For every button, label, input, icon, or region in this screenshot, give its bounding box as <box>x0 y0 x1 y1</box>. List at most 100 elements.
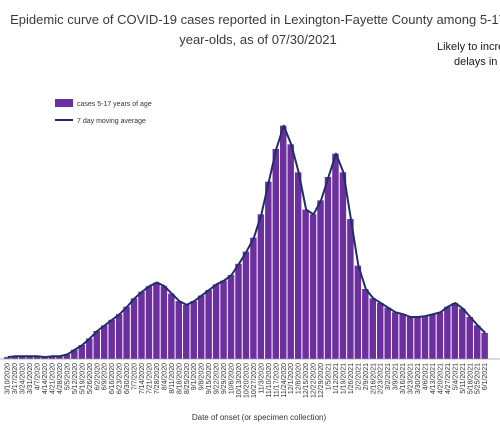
x-tick-label: 9/22/2020 <box>214 363 221 394</box>
x-tick-label: 3/31/2020 <box>27 363 34 394</box>
x-tick-label: 8/18/2020 <box>176 363 183 394</box>
x-tick-label: 2/23/2021 <box>378 363 385 394</box>
case-bar <box>138 291 145 359</box>
case-bar <box>481 332 488 359</box>
case-bars <box>4 125 488 359</box>
case-bar <box>272 149 280 359</box>
x-tick-label: 3/17/2020 <box>12 363 19 394</box>
case-bar <box>11 356 18 359</box>
x-tick-label: 2/2/2021 <box>355 363 362 390</box>
case-bar <box>235 263 242 359</box>
case-bar <box>205 289 212 359</box>
case-bar <box>377 303 384 359</box>
x-tick-label: 9/8/2020 <box>199 363 206 390</box>
case-bar <box>302 209 309 359</box>
case-bar <box>86 338 93 359</box>
x-tick-label: 10/20/2020 <box>243 363 250 398</box>
case-bar <box>406 317 414 359</box>
case-bar <box>421 316 429 359</box>
case-bar <box>317 200 324 359</box>
case-bar <box>369 298 376 359</box>
case-bar <box>71 349 78 359</box>
case-bar <box>100 325 108 359</box>
case-bar <box>26 356 33 359</box>
case-bar <box>93 331 100 359</box>
x-tick-label: 1/5/2021 <box>326 363 333 390</box>
x-tick-label: 12/15/2020 <box>303 363 310 398</box>
case-bar <box>220 280 227 359</box>
x-tick-label: 5/11/2021 <box>460 363 467 394</box>
x-tick-label: 5/18/2021 <box>467 363 474 394</box>
x-tick-label: 4/27/2021 <box>445 363 452 394</box>
case-bar <box>347 219 354 359</box>
case-bar <box>115 314 123 359</box>
x-tick-label: 1/26/2021 <box>348 363 355 394</box>
x-tick-label: 5/19/2020 <box>79 363 86 394</box>
note-line-2: delays in <box>454 56 497 68</box>
case-bar <box>18 356 26 359</box>
x-tick-label: 4/28/2020 <box>57 363 64 394</box>
case-bar <box>108 319 115 359</box>
case-bar <box>444 306 451 359</box>
x-tick-label: 3/24/2020 <box>20 363 27 394</box>
x-tick-label: 5/5/2020 <box>64 363 71 390</box>
case-bar <box>56 356 63 359</box>
legend-bar-swatch <box>55 99 73 107</box>
case-bar <box>339 172 347 359</box>
note-line-1: Likely to incre <box>437 41 500 53</box>
case-bar <box>175 301 183 359</box>
x-tick-label: 11/17/2020 <box>273 363 280 398</box>
case-bar <box>242 251 250 359</box>
case-bar <box>183 304 190 359</box>
case-bar <box>459 308 466 359</box>
legend-bar-label: cases 5-17 years of age <box>77 101 152 108</box>
x-tick-label: 3/9/2021 <box>393 363 400 390</box>
x-tick-label: 8/25/2020 <box>184 363 191 394</box>
case-bar <box>212 284 220 359</box>
case-bar <box>362 289 369 359</box>
x-tick-label: 11/24/2020 <box>281 363 288 398</box>
x-tick-label: 8/11/2020 <box>169 363 176 394</box>
case-bar <box>280 125 287 359</box>
case-bar <box>391 312 399 359</box>
x-tick-label: 12/1/2020 <box>288 363 295 394</box>
x-tick-label: 9/15/2020 <box>206 363 213 394</box>
case-bar <box>160 286 168 359</box>
x-tick-label: 6/23/2020 <box>117 363 124 394</box>
case-bar <box>78 345 86 359</box>
x-tick-label: 6/1/2021 <box>482 363 489 390</box>
x-tick-label: 3/10/2020 <box>5 363 12 394</box>
case-bar <box>287 144 294 359</box>
case-bar <box>227 275 235 359</box>
x-tick-label: 4/21/2020 <box>49 363 56 394</box>
case-bar <box>414 317 421 359</box>
x-tick-label: 12/22/2020 <box>311 363 318 398</box>
x-tick-label: 5/12/2020 <box>72 363 79 394</box>
case-bar <box>197 295 205 359</box>
case-bar <box>153 282 160 359</box>
x-tick-label: 4/7/2020 <box>35 363 42 390</box>
x-tick-label: 3/2/2021 <box>385 363 392 390</box>
x-axis-title: Date of onset (or specimen collection) <box>192 413 327 422</box>
x-tick-label: 6/16/2020 <box>109 363 116 394</box>
x-tick-label: 12/29/2020 <box>318 363 325 398</box>
x-tick-label: 7/14/2020 <box>139 363 146 394</box>
x-tick-label: 2/9/2021 <box>363 363 370 390</box>
case-bar <box>265 181 272 359</box>
x-tick-label: 11/10/2020 <box>266 363 273 398</box>
x-tick-label: 9/29/2020 <box>221 363 228 394</box>
x-tick-label: 2/16/2021 <box>370 363 377 394</box>
x-tick-label: 1/12/2021 <box>333 363 340 394</box>
legend-line-label: 7 day moving average <box>77 118 146 125</box>
x-tick-label: 3/16/2021 <box>400 363 407 394</box>
x-tick-label: 6/30/2020 <box>124 363 131 394</box>
x-tick-label: 4/20/2021 <box>437 363 444 394</box>
case-bar <box>354 265 362 359</box>
x-tick-label: 10/13/2020 <box>236 363 243 398</box>
x-tick-label: 12/8/2020 <box>296 363 303 394</box>
x-tick-label: 5/25/2021 <box>475 363 482 394</box>
x-axis-ticks: 3/10/2020 3/17/2020 3/24/2020 3/31/2020 4/7/… <box>5 363 489 398</box>
case-bar <box>123 306 130 359</box>
case-bar <box>257 214 265 359</box>
